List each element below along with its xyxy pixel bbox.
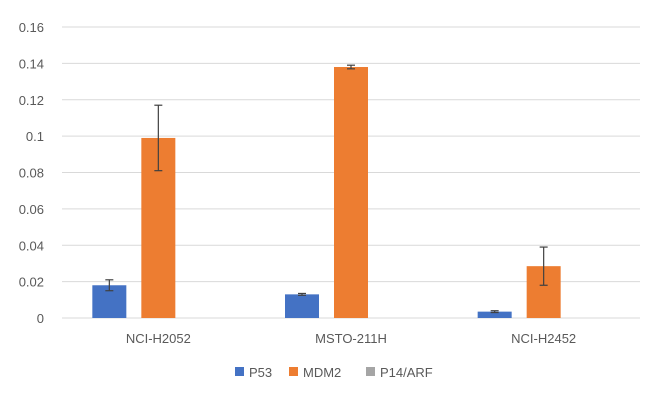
y-tick-label: 0.02 (19, 275, 44, 290)
error-bar (490, 310, 499, 314)
legend-item: MDM2 (289, 365, 341, 380)
legend-label: MDM2 (303, 365, 341, 380)
legend-swatch (366, 367, 375, 376)
y-tick-label: 0.1 (26, 129, 44, 144)
error-bar (539, 246, 548, 286)
x-tick-label: MSTO-211H (315, 331, 387, 346)
error-bars (105, 64, 548, 314)
y-tick-label: 0.16 (19, 20, 44, 35)
y-tick-label: 0.14 (19, 56, 44, 71)
bars (92, 67, 561, 318)
legend-item: P53 (235, 365, 272, 380)
y-axis-ticks: 0 0.02 0.04 0.06 0.08 0.1 0.12 0.14 0.16 (19, 20, 44, 326)
error-bar (298, 292, 306, 296)
bar-p53 (477, 311, 512, 318)
legend-swatch (235, 367, 244, 376)
error-bar (347, 64, 355, 70)
bar-p53 (285, 294, 319, 318)
y-tick-label: 0.04 (19, 238, 44, 253)
x-axis-ticks: NCI-H2052 MSTO-211H NCI-H2452 (126, 331, 576, 346)
legend-swatch (289, 367, 298, 376)
y-tick-label: 0.08 (19, 166, 44, 181)
x-tick-label: NCI-H2452 (511, 331, 576, 346)
x-tick-label: NCI-H2052 (126, 331, 191, 346)
legend-label: P53 (249, 365, 272, 380)
bar-mdm2 (334, 67, 368, 318)
legend-item: P14/ARF (366, 365, 433, 380)
y-tick-label: 0.06 (19, 202, 44, 217)
legend: P53 MDM2 P14/ARF (235, 365, 433, 380)
error-bar (154, 104, 163, 172)
y-tick-label: 0.12 (19, 93, 44, 108)
error-bar (105, 279, 114, 292)
y-tick-label: 0 (37, 311, 44, 326)
legend-label: P14/ARF (380, 365, 433, 380)
